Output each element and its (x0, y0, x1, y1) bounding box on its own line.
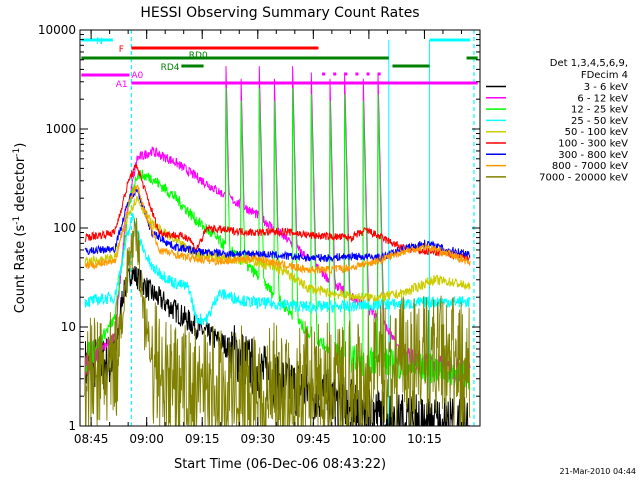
state-dot-a0 (344, 72, 348, 76)
state-label-a1: A1 (116, 80, 128, 90)
x-tick-label: 09:00 (129, 432, 164, 446)
y-axis-label-sup: -1 (12, 216, 22, 225)
x-tick-label: 08:45 (74, 432, 109, 446)
y-axis-label-part: ) (13, 143, 28, 148)
y-tick-label: 100 (53, 221, 76, 235)
series-line-800-7000keV (84, 184, 471, 276)
state-dot-a0 (366, 72, 370, 76)
state-dot-a0 (377, 72, 381, 76)
y-axis-label-part: Count Rate (s (13, 225, 28, 314)
legend-header: FDecim 4 (581, 70, 628, 81)
state-label-rd0: RD0 (189, 51, 208, 61)
series-line-25-50keV (84, 213, 471, 325)
legend-entry-label: 7000 - 20000 keV (539, 172, 628, 183)
x-tick-label: 09:30 (240, 432, 275, 446)
series-line-7000-20000keV (84, 217, 471, 426)
y-axis: 1 10 100 1000 10000 (38, 23, 480, 433)
state-dot-a0 (333, 72, 337, 76)
state-label-rd4: RD4 (161, 63, 180, 73)
state-dot-a0 (355, 72, 359, 76)
state-dot-a0 (322, 72, 326, 76)
y-tick-label: 10 (61, 320, 76, 334)
y-axis-label-part: detector (13, 156, 28, 216)
x-axis-label: Start Time (06-Dec-06 08:43:22) (174, 457, 386, 472)
y-tick-label: 1000 (45, 122, 76, 136)
state-label-a0: A0 (131, 71, 143, 81)
legend-entry-label: 100 - 300 keV (558, 139, 628, 150)
legend-entry-label: 12 - 25 keV (571, 105, 628, 116)
legend-entry-label: 800 - 7000 keV (552, 161, 628, 172)
legend-entry-label: 300 - 800 keV (558, 150, 628, 161)
state-label-n: N (96, 37, 103, 47)
state-label-f: F (119, 45, 124, 55)
chart-title: HESSI Observing Summary Count Rates (140, 5, 419, 21)
legend-entry-label: 6 - 12 keV (577, 93, 628, 104)
legend-entry-label: 3 - 6 keV (584, 82, 628, 93)
legend-header: Det 1,3,4,5,6,9, (550, 58, 628, 69)
series-line-3-6keV (84, 265, 470, 426)
x-tick-label: 09:45 (296, 432, 331, 446)
legend-entry-label: 25 - 50 keV (571, 116, 628, 127)
y-axis-label: Count Rate (s-1 detector-1) (12, 143, 28, 314)
x-axis: 08:45 09:00 09:15 09:30 09:45 10:00 10:15 (74, 30, 481, 446)
legend-entry-label: 50 - 100 keV (565, 127, 629, 138)
y-tick-label: 1 (68, 419, 76, 433)
y-axis-label-sup: -1 (12, 148, 22, 157)
series-line-50-100keV (84, 196, 471, 302)
y-tick-label: 10000 (38, 23, 76, 37)
x-tick-label: 10:00 (352, 432, 387, 446)
footer-timestamp: 21-Mar-2010 04:44 (560, 467, 637, 476)
x-tick-label: 10:15 (407, 432, 442, 446)
x-tick-label: 09:15 (185, 432, 220, 446)
